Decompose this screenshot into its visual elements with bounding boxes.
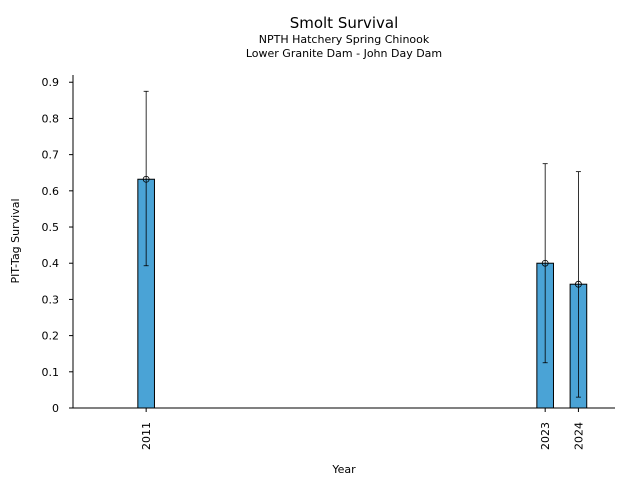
y-tick-label: 0.7 [42,149,60,162]
chart-subtitle-line-1: NPTH Hatchery Spring Chinook [259,33,430,46]
y-tick-label: 0.6 [42,185,60,198]
y-tick-label: 0 [52,402,59,415]
y-tick-label: 0.8 [42,112,60,125]
y-tick-label: 0.1 [42,366,60,379]
chart-title: Smolt Survival [290,14,399,32]
plot-area: 0 0.1 0.2 0.3 0.4 0.5 0.6 0.7 0.8 0.9 2011 2023 2024 [42,75,615,450]
x-tick-label: 2023 [539,422,552,450]
y-tick-label: 0.5 [42,221,60,234]
x-tick-label: 2011 [140,422,153,450]
point-marker [142,175,150,183]
chart-subtitle-line-2: Lower Granite Dam - John Day Dam [246,47,442,60]
y-tick-label: 0.4 [42,257,60,270]
y-tick-label: 0.2 [42,330,60,343]
y-axis-label: PIT-Tag Survival [9,198,22,283]
x-tick-label: 2024 [572,422,585,450]
y-tick-label: 0.3 [42,293,60,306]
point-marker [541,259,549,267]
y-tick-label: 0.9 [42,76,60,89]
x-axis-label: Year [331,463,356,476]
point-marker [575,280,582,288]
